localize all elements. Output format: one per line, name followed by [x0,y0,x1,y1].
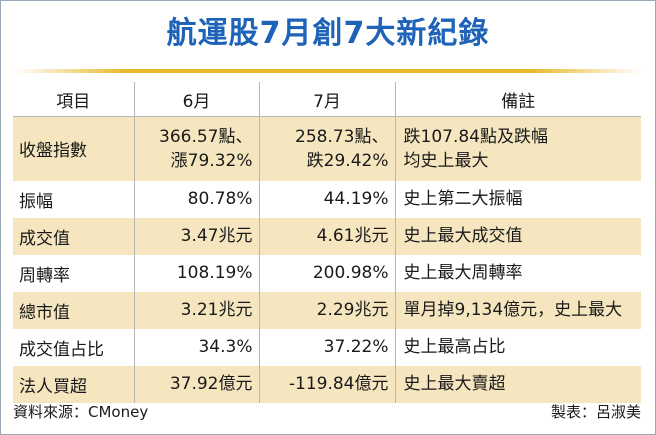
row-item: 法人買超 [19,376,87,397]
row-june: 108.19% [133,254,259,292]
credit-note: 製表：呂淑美 [550,403,641,421]
row-item: 成交值 [19,228,70,249]
row-item: 總市值 [19,302,70,323]
row-note: 史上第二大振幅 [394,180,641,218]
table-header-row: 項目 6月 7月 備註 [13,82,641,117]
table-row: 成交值占比 34.3% 37.22% 史上最高占比 [13,328,641,366]
row-july: 2.29兆元 [258,291,395,329]
table-row: 法人買超 37.92億元 -119.84億元 史上最大賣超 [13,365,641,403]
row-june: 366.57點、 漲79.32% [133,116,259,181]
cell-line: 均史上最大 [403,150,489,171]
row-july: 37.22% [258,328,395,366]
row-july: 258.73點、 跌29.42% [258,116,395,181]
table-row: 收盤指數 366.57點、 漲79.32% 258.73點、 跌29.42% 跌… [13,116,641,181]
row-note: 史上最大周轉率 [394,254,641,292]
row-note: 史上最大賣超 [394,365,641,403]
title-divider [13,69,643,73]
row-item: 振幅 [19,191,53,212]
row-item: 收盤指數 [19,141,87,162]
row-july: -119.84億元 [258,365,395,403]
row-june: 3.21兆元 [133,291,259,329]
cell-line: 跌29.42% [306,150,389,171]
row-item: 周轉率 [19,265,70,286]
row-june: 34.3% [133,328,259,366]
header-july: 7月 [258,82,395,117]
table-row: 總市值 3.21兆元 2.29兆元 單月掉9,134億元，史上最大 [13,291,641,329]
row-june: 3.47兆元 [133,217,259,255]
records-table-wrap: 項目 6月 7月 備註 收盤指數 366.57點、 漲79.32% 258.73… [13,82,641,403]
records-table: 項目 6月 7月 備註 收盤指數 366.57點、 漲79.32% 258.73… [13,82,641,403]
cell-line: 跌107.84點及跌幅 [403,126,548,147]
cell-line: 漲79.32% [170,150,253,171]
header-note: 備註 [394,82,641,117]
footer: 資料來源：CMoney 製表：呂淑美 [13,401,641,422]
row-note: 史上最高占比 [394,328,641,366]
row-item: 成交值占比 [19,339,104,360]
row-june: 80.78% [133,180,259,218]
page-title: 航運股7月創7大新紀錄 [166,16,490,51]
row-july: 200.98% [258,254,395,292]
cell-line: 366.57點、 [159,126,253,147]
row-note: 跌107.84點及跌幅 均史上最大 [394,116,641,181]
table-row: 成交值 3.47兆元 4.61兆元 史上最大成交值 [13,217,641,255]
cell-line: 258.73點、 [295,126,389,147]
table-row: 振幅 80.78% 44.19% 史上第二大振幅 [13,180,641,218]
row-note: 史上最大成交值 [394,217,641,255]
table-row: 周轉率 108.19% 200.98% 史上最大周轉率 [13,254,641,292]
header-item: 項目 [13,82,134,117]
row-june: 37.92億元 [133,365,259,403]
header-june: 6月 [133,82,259,117]
row-july: 44.19% [258,180,395,218]
row-note: 單月掉9,134億元，史上最大 [394,291,641,329]
row-july: 4.61兆元 [258,217,395,255]
source-note: 資料來源：CMoney [13,403,149,421]
